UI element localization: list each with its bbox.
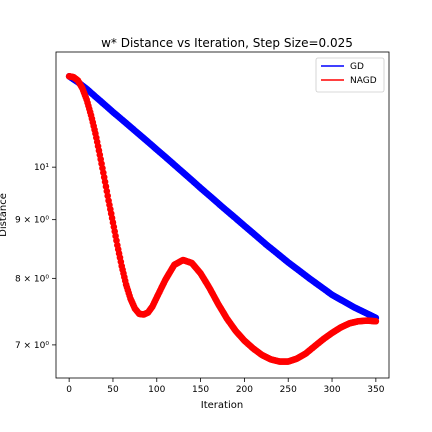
x-tick-label: 150: [192, 385, 209, 395]
legend-label-nagd: NAGD: [350, 76, 377, 86]
chart-title: w* Distance vs Iteration, Step Size=0.02…: [101, 36, 353, 50]
x-tick-label: 50: [107, 385, 119, 395]
x-tick-label: 100: [148, 385, 165, 395]
y-tick-label: 9 × 10⁰: [15, 216, 49, 226]
x-axis: 0 50 100 150 200 250 300 350: [66, 378, 385, 395]
x-tick-label: 300: [323, 385, 340, 395]
series-gd: [65, 73, 380, 322]
legend-label-gd: GD: [350, 62, 364, 72]
y-tick-label: 7 × 10⁰: [15, 341, 49, 351]
y-axis: 7 × 10⁰ 8 × 10⁰ 9 × 10⁰ 10¹: [15, 163, 56, 351]
x-tick-label: 250: [280, 385, 297, 395]
data-point-nagd: [372, 317, 380, 325]
y-tick-label: 8 × 10⁰: [15, 274, 49, 284]
x-axis-label: Iteration: [201, 400, 243, 411]
y-tick-label: 10¹: [34, 163, 49, 173]
y-axis-label: Distance: [0, 193, 9, 237]
x-tick-label: 350: [367, 385, 384, 395]
x-tick-label: 0: [66, 385, 72, 395]
plot-area: [65, 73, 380, 365]
legend: GD NAGD: [315, 57, 385, 93]
x-tick-label: 200: [236, 385, 253, 395]
series-nagd: [65, 73, 380, 365]
plot-frame: [55, 51, 390, 379]
